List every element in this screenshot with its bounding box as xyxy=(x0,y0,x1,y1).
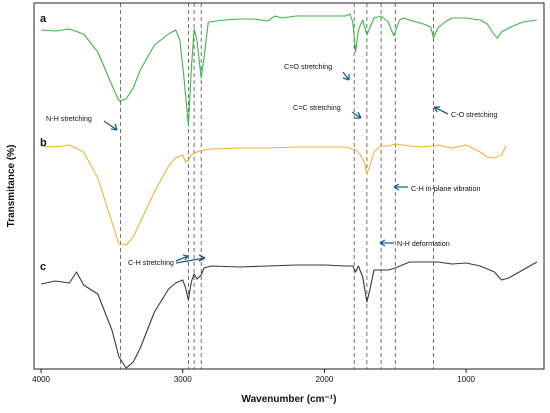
annotation-ch-in-plane: C-H in-plane vibration xyxy=(411,184,481,193)
x-ticks: 4000 3000 2000 1000 xyxy=(32,369,476,384)
annotation-ch-stretching: C-H stretching xyxy=(128,258,174,267)
spectrum-a xyxy=(41,13,537,127)
annotation-arrows xyxy=(103,71,449,264)
x-tick-label-1000: 1000 xyxy=(457,375,475,384)
arrow-c-o-stretching xyxy=(433,106,449,115)
arrow-ch-stretching-2 xyxy=(175,254,206,264)
annotation-nh-deformation: N-H deformation xyxy=(397,239,450,248)
spectra-layer xyxy=(40,13,538,369)
x-tick-label-4000: 4000 xyxy=(32,375,50,384)
arrow-ch-stretching-1 xyxy=(175,254,189,262)
annotation-cc-stretching: C=C stretching xyxy=(293,103,341,112)
spectrum-b xyxy=(41,143,507,246)
panel-label-a: a xyxy=(40,13,47,25)
annotation-co-stretching: C=O stretching xyxy=(284,62,332,71)
y-axis-title: Transmitance (%) xyxy=(6,145,17,228)
arrow-ch-in-plane xyxy=(393,183,408,191)
panel-label-c: c xyxy=(40,261,46,273)
arrow-co-stretching xyxy=(342,71,350,81)
spectrum-c xyxy=(40,261,538,369)
panel-label-b: b xyxy=(40,137,47,149)
arrow-nh-stretching xyxy=(103,120,118,131)
annotation-c-o-stretching: C-O stretching xyxy=(451,110,497,119)
arrow-cc-stretching xyxy=(351,111,362,119)
guide-lines xyxy=(120,3,434,369)
x-tick-label-3000: 3000 xyxy=(174,375,192,384)
plot-frame xyxy=(33,2,545,370)
arrow-nh-deformation xyxy=(379,239,394,247)
annotation-nh-stretching: N-H stretching xyxy=(46,114,92,123)
x-tick-label-2000: 2000 xyxy=(316,375,334,384)
x-axis-title: Wavenumber (cm⁻¹) xyxy=(242,394,337,405)
